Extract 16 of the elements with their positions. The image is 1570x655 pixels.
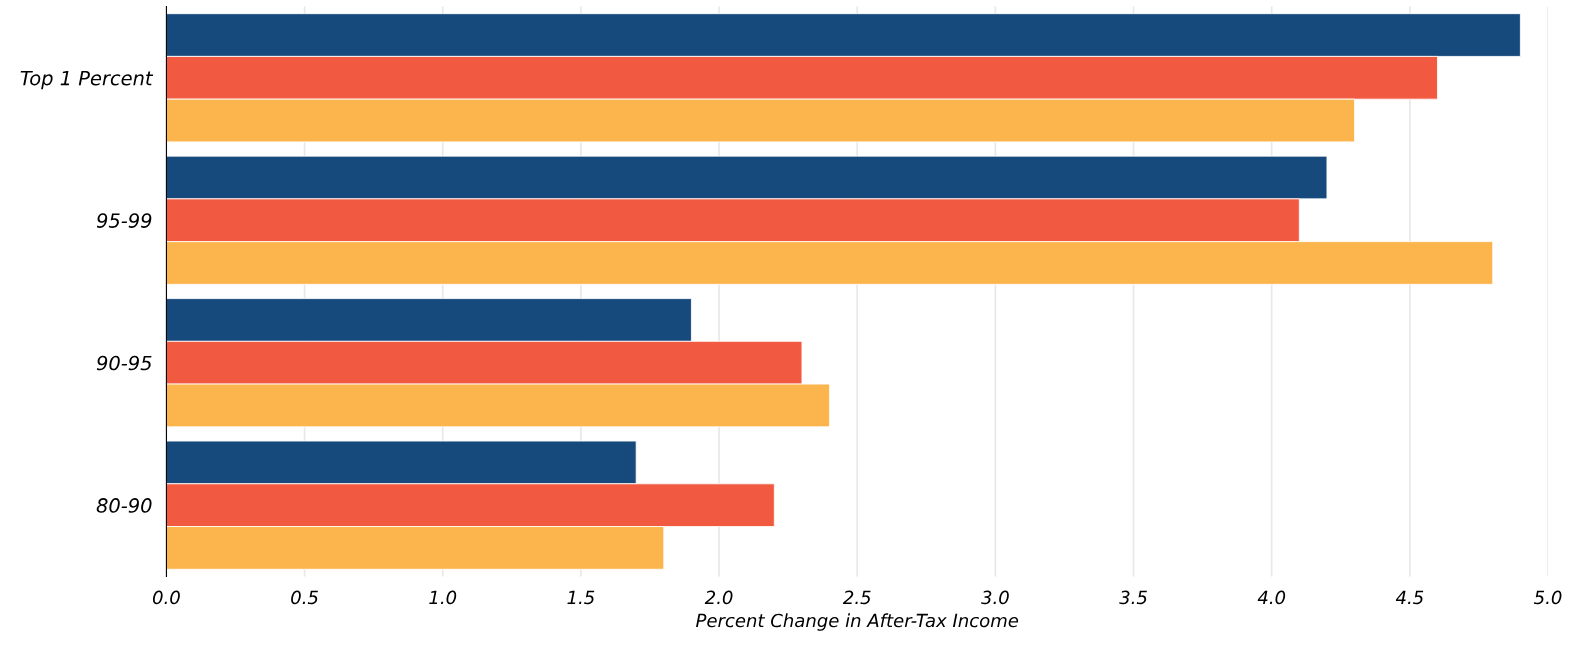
y-tick-label: Top 1 Percent	[20, 70, 154, 90]
x-tick-label: 1.5	[567, 590, 595, 605]
x-tick-label: 1.0	[429, 590, 457, 605]
x-tick-label: 4.0	[1257, 590, 1286, 605]
x-tick-label: 2.0	[704, 590, 733, 605]
x-tick-label: 0.5	[291, 590, 318, 605]
x-tick-label: 3.0	[981, 590, 1009, 605]
y-tick-label: 90-95	[96, 355, 152, 371]
y-tick-label: 80-90	[96, 498, 152, 513]
x-tick-label: 2.5	[842, 590, 871, 605]
x-tick-label: 4.5	[1395, 590, 1424, 605]
x-tick-label: 5.0	[1534, 590, 1562, 605]
x-tick-label: 0.0	[152, 590, 180, 605]
x-axis-title: Percent Change in After-Tax Income	[696, 613, 1019, 631]
x-tick-label: 3.5	[1119, 590, 1147, 605]
y-tick-label: 95-99	[96, 213, 152, 228]
